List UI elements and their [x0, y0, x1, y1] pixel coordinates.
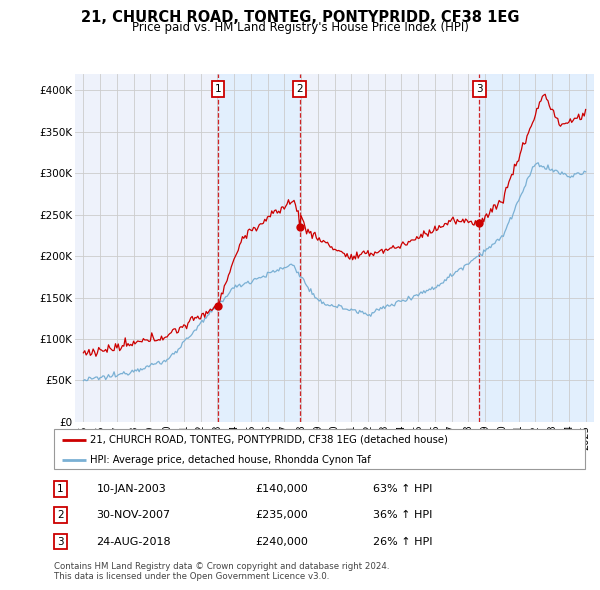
- Text: 1: 1: [57, 484, 64, 494]
- FancyBboxPatch shape: [54, 429, 585, 469]
- Text: 10-JAN-2003: 10-JAN-2003: [97, 484, 166, 494]
- Text: HPI: Average price, detached house, Rhondda Cynon Taf: HPI: Average price, detached house, Rhon…: [90, 455, 371, 466]
- Text: 63% ↑ HPI: 63% ↑ HPI: [373, 484, 432, 494]
- Text: Contains HM Land Registry data © Crown copyright and database right 2024.: Contains HM Land Registry data © Crown c…: [54, 562, 389, 571]
- Text: £140,000: £140,000: [256, 484, 308, 494]
- Text: 24-AUG-2018: 24-AUG-2018: [97, 536, 171, 546]
- Text: 2: 2: [57, 510, 64, 520]
- Text: 30-NOV-2007: 30-NOV-2007: [97, 510, 170, 520]
- Text: 21, CHURCH ROAD, TONTEG, PONTYPRIDD, CF38 1EG (detached house): 21, CHURCH ROAD, TONTEG, PONTYPRIDD, CF3…: [90, 435, 448, 445]
- Text: 1: 1: [214, 84, 221, 94]
- Text: 3: 3: [57, 536, 64, 546]
- Text: 3: 3: [476, 84, 482, 94]
- Text: 36% ↑ HPI: 36% ↑ HPI: [373, 510, 432, 520]
- Text: 21, CHURCH ROAD, TONTEG, PONTYPRIDD, CF38 1EG: 21, CHURCH ROAD, TONTEG, PONTYPRIDD, CF3…: [81, 10, 519, 25]
- Text: 26% ↑ HPI: 26% ↑ HPI: [373, 536, 432, 546]
- Text: 2: 2: [296, 84, 303, 94]
- Text: £235,000: £235,000: [256, 510, 308, 520]
- Text: This data is licensed under the Open Government Licence v3.0.: This data is licensed under the Open Gov…: [54, 572, 329, 581]
- Bar: [218, 74, 299, 422]
- Bar: [479, 74, 594, 422]
- Text: Price paid vs. HM Land Registry's House Price Index (HPI): Price paid vs. HM Land Registry's House …: [131, 21, 469, 34]
- Text: £240,000: £240,000: [256, 536, 308, 546]
